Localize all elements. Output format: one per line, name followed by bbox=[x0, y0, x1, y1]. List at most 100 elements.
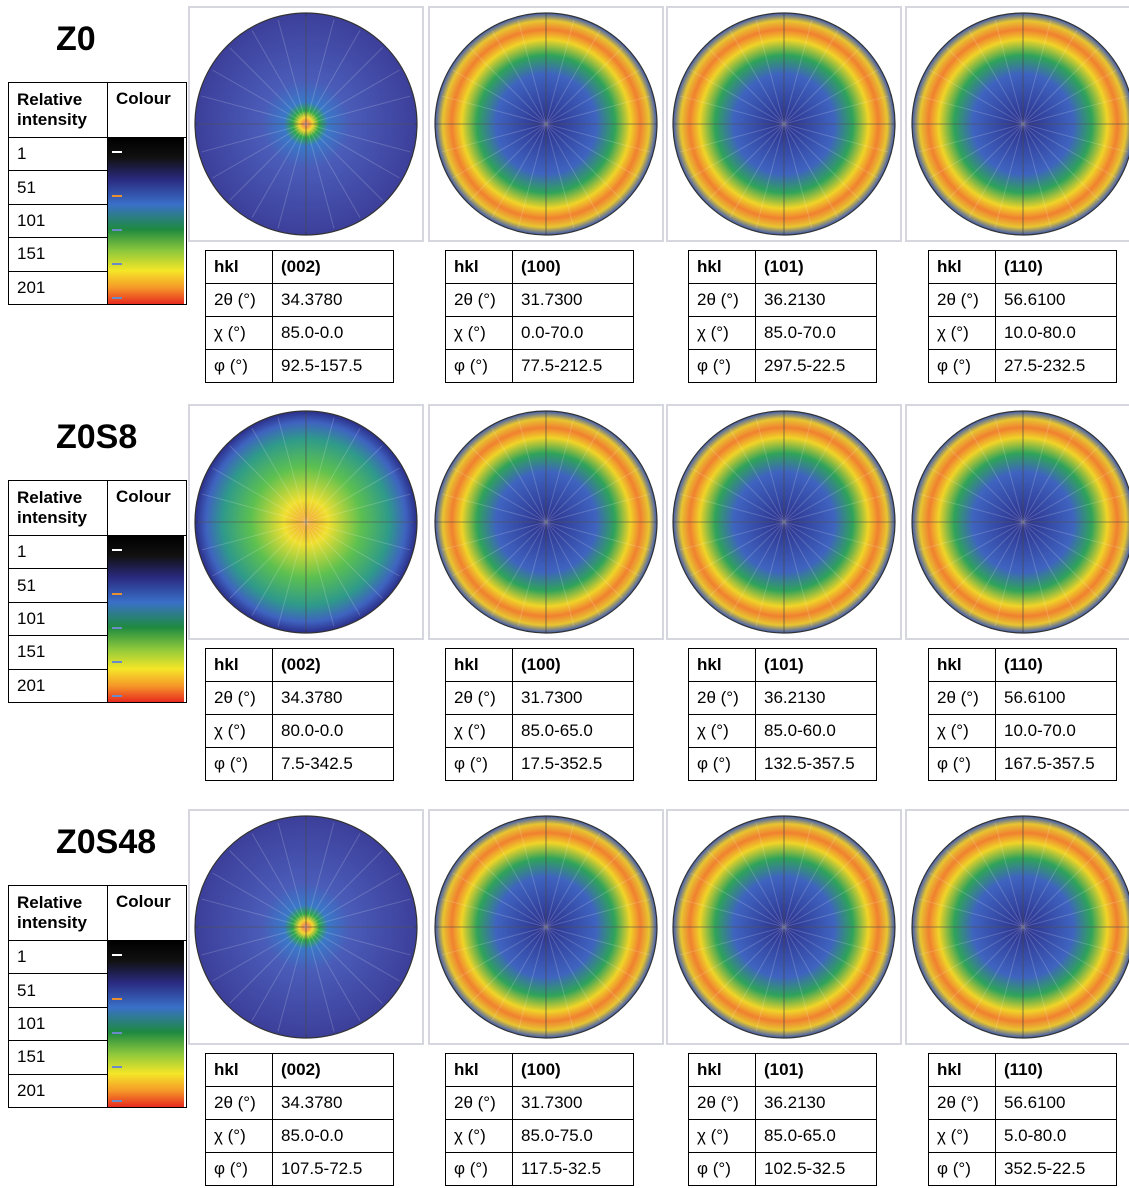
parameter-value: 85.0-65.0 bbox=[512, 714, 634, 748]
contour-texture bbox=[783, 123, 839, 218]
parameter-label: hkl bbox=[205, 250, 273, 284]
legend-level: 51 bbox=[8, 170, 108, 205]
contour-texture bbox=[305, 872, 400, 928]
contour-texture bbox=[783, 521, 878, 577]
parameter-row: φ (°) 92.5-157.5 bbox=[205, 349, 394, 383]
parameter-value: 297.5-22.5 bbox=[755, 349, 877, 383]
contour-texture bbox=[1022, 445, 1100, 523]
contour-texture bbox=[783, 850, 861, 928]
legend-header: Relative intensity bbox=[8, 82, 108, 138]
contour-texture bbox=[929, 123, 1024, 179]
legend-row: 101 bbox=[8, 601, 187, 637]
contour-texture bbox=[994, 822, 1024, 928]
contour-texture bbox=[1022, 95, 1128, 125]
legend-row: 201 bbox=[8, 270, 187, 306]
parameter-value: 31.7300 bbox=[512, 1086, 634, 1120]
parameter-value: 5.0-80.0 bbox=[995, 1119, 1117, 1153]
contour-texture bbox=[305, 521, 335, 627]
contour-texture bbox=[707, 123, 785, 201]
contour-texture bbox=[1022, 493, 1128, 523]
contour-texture bbox=[679, 898, 785, 928]
parameter-label: 2θ (°) bbox=[928, 1086, 996, 1120]
parameter-row: φ (°) 297.5-22.5 bbox=[688, 349, 877, 383]
parameter-row: 2θ (°) 36.2130 bbox=[688, 1086, 877, 1120]
contour-texture bbox=[305, 521, 361, 616]
parameter-row: hkl (100) bbox=[445, 250, 634, 284]
parameter-value: 0.0-70.0 bbox=[512, 316, 634, 350]
contour-texture bbox=[1022, 69, 1117, 125]
contour-texture bbox=[545, 19, 575, 125]
pole-figure-frame bbox=[666, 6, 902, 242]
contour-texture bbox=[305, 123, 383, 201]
contour-texture bbox=[277, 521, 307, 627]
contour-texture bbox=[729, 926, 785, 1021]
parameter-row: hkl (110) bbox=[928, 250, 1117, 284]
parameter-label: φ (°) bbox=[205, 1152, 273, 1186]
contour-texture bbox=[946, 521, 1024, 599]
contour-texture bbox=[229, 47, 307, 125]
contour-texture bbox=[1022, 926, 1100, 1004]
parameter-value: 77.5-212.5 bbox=[512, 349, 634, 383]
contour-texture bbox=[305, 926, 335, 1032]
parameter-label: hkl bbox=[688, 1053, 756, 1087]
contour-texture bbox=[690, 926, 785, 982]
parameter-row: φ (°) 117.5-32.5 bbox=[445, 1152, 634, 1186]
parameter-table: hkl (110) 2θ (°) 56.6100 χ (°) 10.0-70.0 φ (°)… bbox=[928, 648, 1117, 781]
parameter-table: hkl (110) 2θ (°) 56.6100 χ (°) 5.0-80.0 φ (°) 3… bbox=[928, 1053, 1117, 1186]
legend-row: 51 bbox=[8, 568, 187, 603]
parameter-label: 2θ (°) bbox=[205, 1086, 273, 1120]
contour-texture bbox=[469, 850, 547, 928]
parameter-row: hkl (101) bbox=[688, 1053, 877, 1087]
contour-texture bbox=[251, 521, 307, 616]
contour-texture bbox=[251, 428, 307, 523]
contour-texture bbox=[251, 833, 307, 928]
parameter-value: 36.2130 bbox=[755, 283, 877, 317]
pole-figure-frame bbox=[188, 809, 424, 1045]
contour-texture bbox=[783, 521, 861, 599]
contour-texture bbox=[783, 123, 813, 229]
parameter-label: 2θ (°) bbox=[928, 681, 996, 715]
colour-bar bbox=[108, 941, 184, 1107]
parameter-row: χ (°) 85.0-0.0 bbox=[205, 316, 394, 350]
contour-texture bbox=[545, 521, 651, 551]
parameter-label: χ (°) bbox=[688, 1119, 756, 1153]
contour-texture bbox=[517, 19, 547, 125]
contour-texture bbox=[690, 872, 785, 928]
contour-texture bbox=[517, 521, 547, 627]
contour-texture bbox=[755, 822, 785, 928]
contour-texture bbox=[1022, 833, 1078, 928]
parameter-label: χ (°) bbox=[205, 1119, 273, 1153]
contour-texture bbox=[968, 428, 1024, 523]
contour-texture bbox=[491, 833, 547, 928]
parameter-label: 2θ (°) bbox=[205, 681, 273, 715]
parameter-value: (101) bbox=[755, 648, 877, 682]
parameter-row: χ (°) 85.0-60.0 bbox=[688, 714, 877, 748]
contour-texture bbox=[783, 123, 861, 201]
parameter-table: hkl (002) 2θ (°) 34.3780 χ (°) 85.0-0.0 φ (°) 1… bbox=[205, 1053, 394, 1186]
contour-texture bbox=[305, 69, 400, 125]
contour-texture bbox=[929, 69, 1024, 125]
legend-level: 101 bbox=[8, 203, 108, 239]
contour-texture bbox=[305, 926, 411, 956]
parameter-value: 56.6100 bbox=[995, 1086, 1117, 1120]
parameter-label: φ (°) bbox=[928, 1152, 996, 1186]
contour-texture bbox=[690, 123, 785, 179]
parameter-label: 2θ (°) bbox=[688, 283, 756, 317]
contour-texture bbox=[452, 69, 547, 125]
contour-texture bbox=[545, 521, 601, 616]
contour-texture bbox=[755, 926, 785, 1032]
contour-texture bbox=[469, 123, 547, 201]
parameter-row: χ (°) 5.0-80.0 bbox=[928, 1119, 1117, 1153]
parameter-label: χ (°) bbox=[445, 1119, 513, 1153]
contour-texture bbox=[545, 123, 575, 229]
contour-texture bbox=[968, 833, 1024, 928]
contour-texture bbox=[1022, 428, 1078, 523]
contour-texture bbox=[783, 47, 861, 125]
sample-title: Z0S48 bbox=[56, 823, 157, 861]
contour-texture bbox=[946, 123, 1024, 201]
parameter-label: hkl bbox=[688, 250, 756, 284]
contour-texture bbox=[305, 926, 400, 982]
contour-texture bbox=[305, 123, 400, 179]
pole-figure-frame bbox=[905, 6, 1129, 242]
parameter-label: φ (°) bbox=[688, 747, 756, 781]
